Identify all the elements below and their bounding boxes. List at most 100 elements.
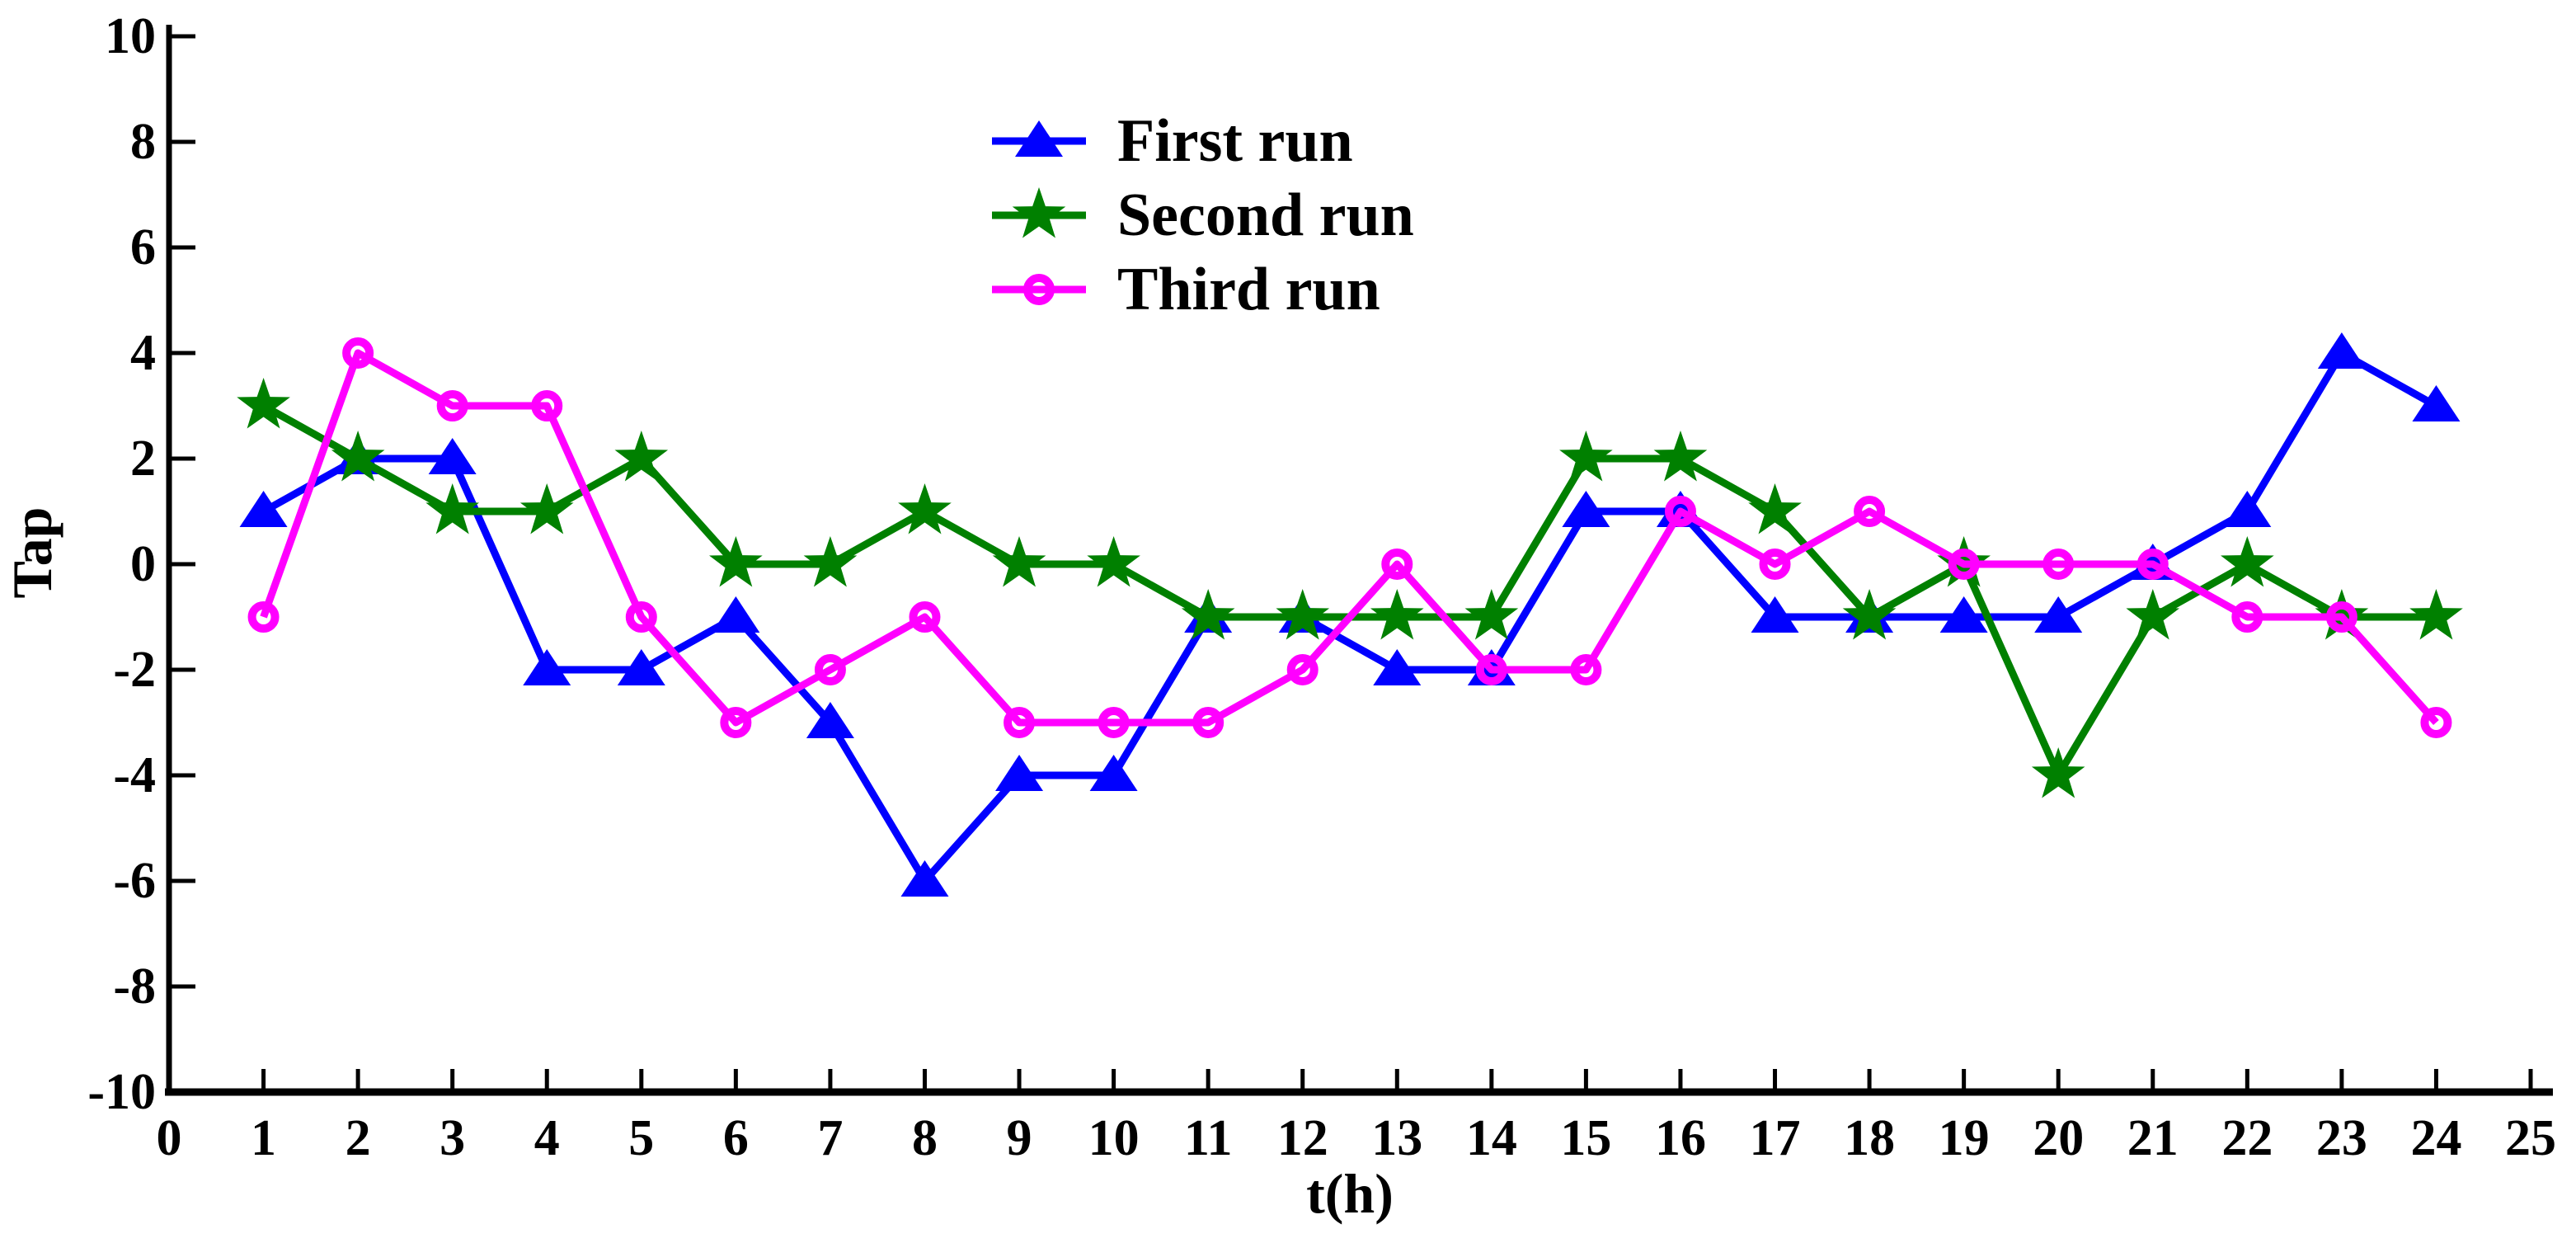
triangle-marker (1751, 596, 1799, 633)
legend-label: Third run (1117, 256, 1380, 323)
star-marker (1181, 589, 1235, 640)
circle-marker (531, 390, 563, 421)
star-marker (425, 483, 479, 534)
star-marker (1842, 589, 1897, 640)
series-line (260, 349, 2439, 727)
triangle-marker (428, 438, 477, 474)
series-line (261, 349, 2438, 885)
y-axis-title: Tap (1, 507, 63, 599)
star-marker (1559, 431, 1613, 482)
triangle-marker (806, 702, 854, 738)
x-tick-label: 19 (1939, 1110, 1990, 1166)
triangle-marker (1562, 491, 1610, 527)
x-axis-title: t(h) (1306, 1162, 1394, 1225)
circle-marker (1948, 549, 1980, 580)
y-tick-label: -4 (113, 747, 156, 803)
x-tick-label: 20 (2033, 1110, 2084, 1166)
circle-marker (1023, 274, 1055, 305)
circle-marker (1381, 549, 1413, 580)
x-tick-label: 11 (1184, 1110, 1233, 1166)
x-tick-label: 4 (534, 1110, 560, 1166)
x-tick-label: 12 (1277, 1110, 1328, 1166)
star-marker (803, 536, 858, 587)
triangle-marker (995, 755, 1044, 791)
triangle-marker (1015, 120, 1063, 157)
star-marker (2409, 589, 2463, 640)
x-tick-label: 5 (628, 1110, 654, 1166)
legend-label: First run (1117, 107, 1353, 175)
star-marker (898, 483, 952, 534)
x-ticks: 0 1 2 3 4 5 6 7 8 9 10 11 12 13 14 15 16 17 18 19 20 21 22 23 24… (157, 1069, 2556, 1166)
circle-marker (1004, 707, 1036, 738)
legend-item-third-run: Third run (992, 256, 1380, 323)
y-tick-label: 10 (105, 8, 156, 64)
star-marker (2031, 747, 2085, 798)
triangle-marker (2034, 596, 2083, 633)
circle-marker (625, 601, 657, 633)
x-tick-label: 2 (346, 1110, 371, 1166)
circle-marker (1664, 496, 1696, 527)
series-third-run (247, 337, 2452, 738)
circle-marker (1759, 549, 1791, 580)
circle-marker (1192, 707, 1225, 738)
y-tick-label: -6 (113, 853, 156, 909)
circle-marker (2231, 601, 2263, 633)
star-marker (2126, 589, 2180, 640)
x-tick-label: 13 (1371, 1110, 1422, 1166)
triangle-marker (1939, 596, 1988, 633)
triangle-marker (2223, 491, 2272, 527)
x-tick-label: 10 (1088, 1110, 1140, 1166)
star-marker (237, 378, 290, 429)
legend-item-first-run: First run (992, 107, 1353, 175)
x-tick-label: 18 (1844, 1110, 1895, 1166)
circle-marker (2325, 601, 2357, 633)
x-tick-label: 1 (251, 1110, 276, 1166)
x-tick-label: 16 (1655, 1110, 1706, 1166)
y-tick-label: 4 (130, 325, 156, 381)
x-tick-label: 25 (2505, 1110, 2556, 1166)
y-tick-label: 0 (130, 536, 156, 592)
star-marker (1087, 536, 1140, 587)
y-tick-label: 2 (130, 431, 156, 487)
circle-marker (2420, 707, 2452, 738)
legend-item-second-run: Second run (992, 181, 1414, 249)
triangle-marker (2317, 332, 2366, 369)
triangle-marker (523, 649, 571, 685)
x-tick-label: 7 (817, 1110, 843, 1166)
y-tick-label: -2 (113, 642, 156, 698)
star-marker (1464, 589, 1519, 640)
triangle-marker (1373, 649, 1422, 685)
x-tick-label: 15 (1560, 1110, 1611, 1166)
triangle-marker (1089, 755, 1138, 791)
y-tick-label: 8 (130, 114, 156, 170)
x-tick-label: 0 (157, 1110, 182, 1166)
circle-marker (814, 654, 846, 685)
star-marker (519, 483, 574, 534)
series-second-run (237, 378, 2463, 798)
circle-marker (1286, 654, 1319, 685)
star-marker (1748, 483, 1802, 534)
circle-marker (1570, 654, 1602, 685)
circle-marker (1854, 496, 1886, 527)
x-tick-label: 23 (2316, 1110, 2367, 1166)
circle-marker (2042, 549, 2075, 580)
y-ticks: -10 -8 -6 -4 -2 0 2 4 6 8 10 (87, 8, 195, 1120)
y-tick-label: -8 (113, 958, 156, 1015)
circle-marker (909, 601, 941, 633)
star-marker (1653, 431, 1708, 482)
x-tick-label: 22 (2221, 1110, 2273, 1166)
star-marker (331, 431, 385, 482)
y-tick-label: 6 (130, 219, 156, 275)
x-tick-label: 8 (912, 1110, 938, 1166)
triangle-marker (900, 860, 949, 897)
x-tick-label: 3 (440, 1110, 465, 1166)
circle-marker (436, 390, 468, 421)
y-tick-label: -10 (87, 1064, 156, 1120)
star-marker (1012, 187, 1066, 238)
x-tick-label: 9 (1007, 1110, 1032, 1166)
circle-marker (1098, 707, 1130, 738)
